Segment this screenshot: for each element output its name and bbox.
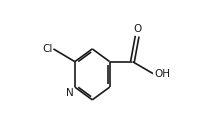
- Text: Cl: Cl: [42, 44, 53, 54]
- Text: OH: OH: [154, 69, 170, 79]
- Text: N: N: [66, 88, 74, 98]
- Text: O: O: [133, 24, 141, 34]
